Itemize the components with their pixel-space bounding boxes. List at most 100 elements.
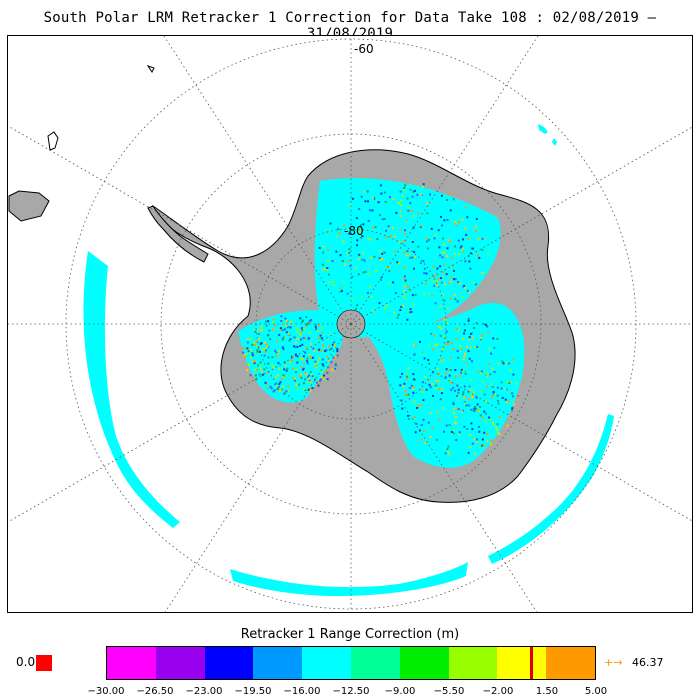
ice-data-speckle-dot: [436, 343, 438, 346]
ice-data-speckle-dot: [320, 337, 323, 340]
ice-data-speckle-dot: [442, 271, 445, 274]
ice-data-speckle-dot: [274, 324, 277, 327]
ice-data-speckle-dot: [342, 240, 345, 243]
ice-data-speckle-dot: [509, 369, 512, 372]
ice-data-speckle-dot: [339, 287, 342, 290]
ice-data-speckle-dot: [260, 370, 263, 373]
ice-data-speckle-dot: [441, 359, 444, 362]
ice-data-speckle-dot: [450, 276, 453, 279]
ice-data-speckle-dot: [415, 422, 418, 425]
ice-data-speckle-dot: [420, 388, 423, 391]
ice-data-speckle-dot: [473, 327, 475, 329]
ice-data-speckle-dot: [300, 373, 303, 376]
ice-data-speckle-dot: [461, 338, 464, 340]
ice-data-speckle-dot: [308, 331, 311, 334]
island-1: [47, 131, 59, 151]
ice-data-speckle-dot: [276, 388, 279, 390]
ice-data-speckle-dot: [461, 296, 464, 299]
ice-data-speckle-dot: [283, 392, 286, 395]
ice-data-speckle-dot: [252, 328, 255, 331]
ice-data-speckle-dot: [454, 298, 457, 301]
ice-data-speckle-dot: [473, 407, 476, 410]
ice-data-speckle-dot: [253, 360, 256, 363]
ice-data-speckle-dot: [505, 361, 508, 364]
ice-data-speckle-dot: [399, 309, 402, 312]
ice-data-speckle-dot: [484, 324, 487, 327]
ice-data-speckle-dot: [464, 260, 467, 263]
ice-data-speckle-dot: [468, 357, 471, 360]
ice-data-speckle-dot: [306, 360, 309, 363]
ice-data-speckle-dot: [310, 319, 313, 321]
ice-data-speckle-dot: [458, 431, 461, 434]
ice-data-speckle-dot: [261, 373, 264, 376]
ice-data-speckle-dot: [259, 361, 262, 364]
ice-data-speckle-dot: [284, 364, 287, 367]
ice-data-speckle-dot: [441, 251, 444, 254]
ice-data-speckle-dot: [433, 237, 436, 240]
ice-data-speckle-dot: [457, 395, 460, 398]
ice-data-speckle-dot: [426, 240, 429, 243]
ice-data-speckle-dot: [355, 217, 358, 220]
ice-data-speckle-dot: [410, 310, 413, 313]
ice-data-speckle-dot: [283, 361, 286, 364]
ice-data-speckle-dot: [409, 311, 412, 314]
ice-data-speckle-dot: [452, 432, 455, 435]
ice-data-speckle-dot: [467, 350, 470, 353]
ice-data-speckle-dot: [435, 438, 438, 441]
ice-data-speckle-dot: [299, 333, 302, 336]
ice-data-speckle-dot: [291, 323, 294, 326]
ice-data-speckle-dot: [305, 373, 308, 376]
ice-data-speckle-dot: [454, 389, 457, 392]
ice-data-speckle-dot: [516, 382, 518, 385]
ice-data-speckle-dot: [436, 411, 439, 414]
ice-data-speckle-dot: [432, 348, 435, 351]
ice-data-speckle-dot: [454, 422, 457, 425]
ice-data-speckle-dot: [508, 381, 511, 384]
ice-data-speckle-dot: [279, 389, 282, 392]
ice-data-speckle-dot: [478, 430, 481, 433]
ice-data-speckle-dot: [400, 200, 403, 203]
ice-data-speckle-dot: [367, 200, 369, 203]
ice-data-speckle-dot: [403, 275, 406, 278]
ice-data-speckle-dot: [460, 368, 463, 371]
ice-data-speckle-dot: [246, 369, 249, 372]
ice-data-west-lobe: [238, 310, 343, 403]
ice-data-speckle-dot: [407, 285, 410, 288]
ice-data-speckle-dot: [429, 436, 432, 439]
ice-data-speckle-dot: [489, 439, 492, 442]
ice-data-speckle-dot: [364, 200, 367, 203]
ice-data-speckle-dot: [469, 252, 472, 255]
ice-data-speckle-dot: [385, 236, 388, 239]
ice-data-speckle-dot: [420, 424, 423, 427]
ice-data-speckle-dot: [481, 248, 484, 251]
ice-data-speckle-dot: [289, 320, 292, 323]
ice-data-speckle-dot: [458, 282, 461, 285]
ice-data-speckle-dot: [473, 345, 476, 348]
ice-data-speckle-dot: [413, 250, 416, 253]
ice-data-speckle-dot: [279, 327, 282, 330]
ice-data-speckle-dot: [474, 452, 477, 455]
ice-data-speckle-dot: [474, 283, 477, 286]
ice-data-speckle-dot: [412, 303, 415, 306]
ice-data-speckle-dot: [470, 379, 472, 382]
ice-data-speckle-dot: [502, 362, 505, 365]
ice-data-speckle-dot: [356, 239, 359, 242]
colorbar-cell: [155, 647, 205, 679]
ice-data-speckle-dot: [308, 336, 311, 339]
ice-data-speckle-dot: [473, 282, 476, 285]
ice-data-speckle-dot: [337, 228, 340, 231]
ice-data-speckle-dot: [413, 343, 416, 346]
ice-data-speckle-dot: [358, 208, 361, 210]
meridian-300: [8, 125, 352, 325]
ice-data-speckle-dot: [364, 270, 367, 273]
ice-data-speckle-dot: [256, 345, 259, 348]
ice-data-speckle-dot: [334, 367, 337, 370]
ice-data-speckle-dot: [439, 398, 442, 401]
ice-data-speckle-dot: [258, 373, 261, 376]
colorbar-tick-label: −12.50: [332, 686, 370, 697]
ice-data-speckle-dot: [459, 344, 462, 347]
ice-data-speckle-dot: [309, 356, 312, 359]
ice-data-speckle-dot: [454, 278, 457, 281]
ice-data-speckle-dot: [412, 378, 415, 381]
ice-data-speckle-dot: [476, 254, 479, 257]
